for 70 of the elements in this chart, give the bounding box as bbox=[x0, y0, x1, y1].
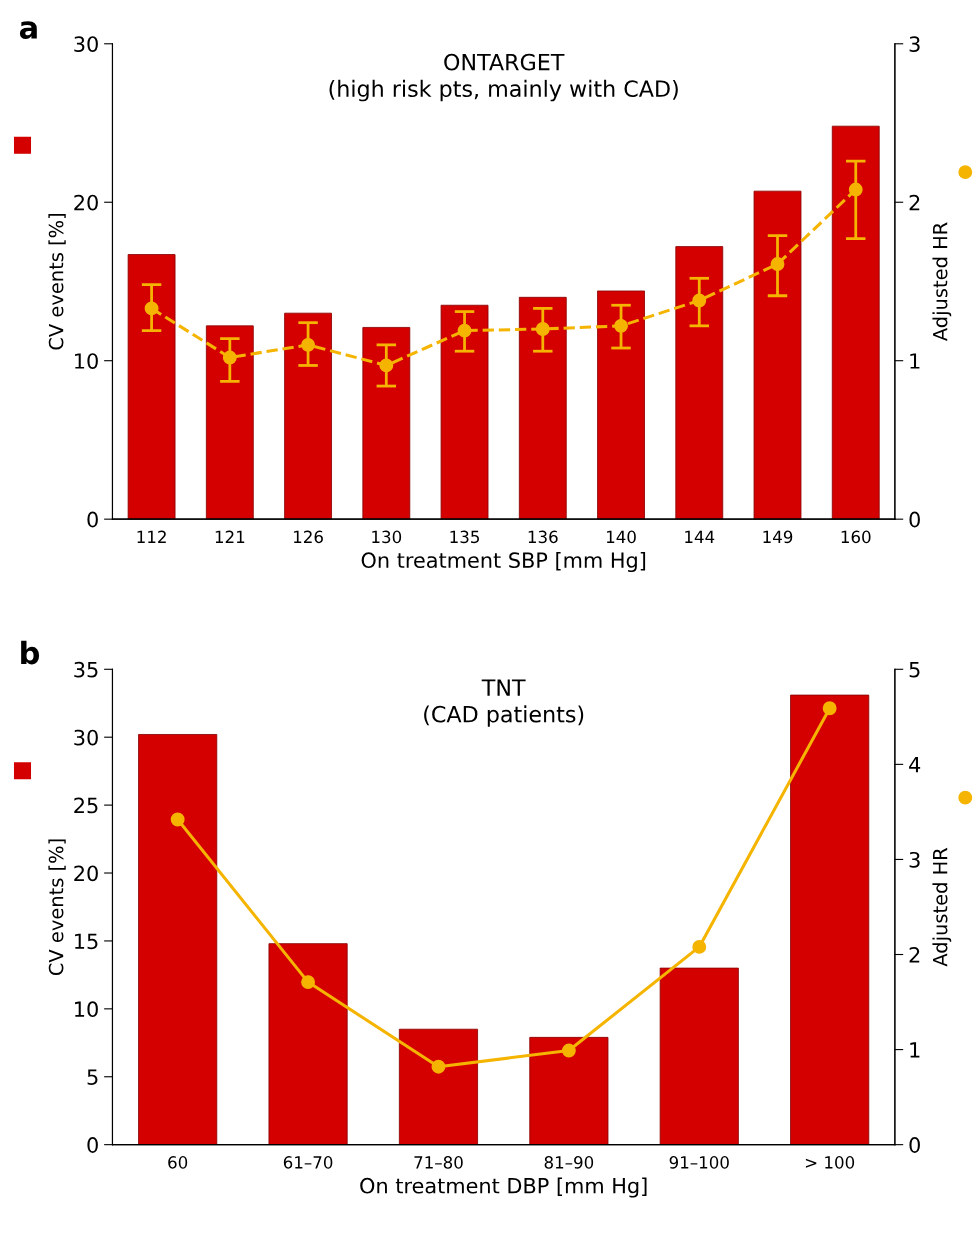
bar bbox=[529, 1036, 609, 1145]
bar bbox=[138, 734, 218, 1145]
y-axis-title: CV events [%] bbox=[48, 213, 66, 350]
y2-tick-label: 5 bbox=[909, 662, 920, 678]
y-tick-label: 0 bbox=[87, 511, 98, 528]
y2-axis-title: Adjusted HR bbox=[932, 222, 952, 342]
y2-tick-label: 1 bbox=[910, 353, 920, 369]
point bbox=[431, 1059, 446, 1074]
bar bbox=[753, 190, 802, 520]
bar bbox=[440, 304, 489, 520]
bar bbox=[362, 327, 411, 520]
y-tick-label: 30 bbox=[74, 36, 98, 52]
x-tick-label: 71–80 bbox=[414, 1156, 463, 1169]
y-tick-label: 15 bbox=[75, 933, 98, 950]
x-tick-label: 160 bbox=[841, 530, 871, 544]
x-tick-label: 130 bbox=[372, 530, 402, 544]
bar bbox=[398, 1028, 479, 1145]
bar bbox=[127, 254, 176, 520]
bar bbox=[518, 296, 567, 520]
y-tick-label: 25 bbox=[74, 797, 98, 814]
y-tick-label: 30 bbox=[74, 729, 98, 746]
bar bbox=[659, 967, 739, 1145]
point bbox=[561, 1043, 576, 1058]
text: TNT (CAD patients) bbox=[424, 679, 584, 727]
x-tick-label: 81–90 bbox=[544, 1156, 594, 1169]
bar bbox=[284, 312, 332, 520]
x-axis-title: On treatment DBP [mm Hg] bbox=[360, 1177, 647, 1198]
point bbox=[301, 975, 316, 990]
x-tick-label: 112 bbox=[137, 530, 166, 543]
x-tick-label: 144 bbox=[685, 530, 715, 543]
y2-tick-label: 4 bbox=[909, 757, 921, 773]
x-tick-label: 136 bbox=[528, 530, 558, 544]
bar bbox=[790, 694, 870, 1145]
y-tick-label: 35 bbox=[74, 661, 98, 678]
y-tick-label: 0 bbox=[87, 1137, 98, 1153]
bar bbox=[205, 325, 254, 520]
y2-tick-label: 0 bbox=[909, 1137, 920, 1153]
y2-axis-title: Adjusted HR bbox=[932, 847, 952, 967]
y-tick-label: 20 bbox=[74, 194, 98, 211]
point bbox=[692, 939, 707, 954]
y-tick-label: 10 bbox=[75, 1001, 98, 1018]
y-tick-label: 5 bbox=[87, 1069, 98, 1085]
x-tick-label: 149 bbox=[763, 530, 793, 544]
x-tick-label: 135 bbox=[450, 530, 479, 544]
y-tick-label: 20 bbox=[74, 865, 98, 882]
y2-tick-label: 0 bbox=[909, 511, 920, 528]
bar bbox=[597, 290, 645, 520]
y2-tick-label: 3 bbox=[909, 36, 920, 52]
text: ONTARGET (high risk pts, mainly with CAD) bbox=[329, 53, 678, 102]
y-axis-title: CV events [%] bbox=[48, 839, 66, 976]
bar bbox=[268, 943, 348, 1145]
y2-tick-label: 3 bbox=[909, 851, 920, 868]
text: a bbox=[19, 21, 37, 39]
x-tick-label: 126 bbox=[293, 530, 323, 544]
text: b bbox=[21, 640, 40, 665]
x-axis-title: On treatment SBP [mm Hg] bbox=[361, 551, 646, 573]
x-tick-label: 140 bbox=[606, 530, 636, 544]
bar bbox=[675, 246, 724, 520]
x-tick-label: 91–100 bbox=[669, 1156, 729, 1169]
y2-tick-label: 1 bbox=[910, 1042, 920, 1058]
x-tick-label: 121 bbox=[215, 530, 245, 543]
y2-tick-label: 2 bbox=[909, 946, 920, 963]
x-tick-label: 60 bbox=[168, 1156, 188, 1169]
x-tick-label: 61–70 bbox=[283, 1156, 333, 1169]
point bbox=[170, 812, 185, 827]
y2-tick-label: 2 bbox=[909, 194, 920, 211]
y-tick-label: 10 bbox=[75, 353, 98, 369]
bar bbox=[831, 125, 880, 520]
x-tick-label: > 100 bbox=[805, 1156, 855, 1169]
point bbox=[822, 701, 837, 716]
